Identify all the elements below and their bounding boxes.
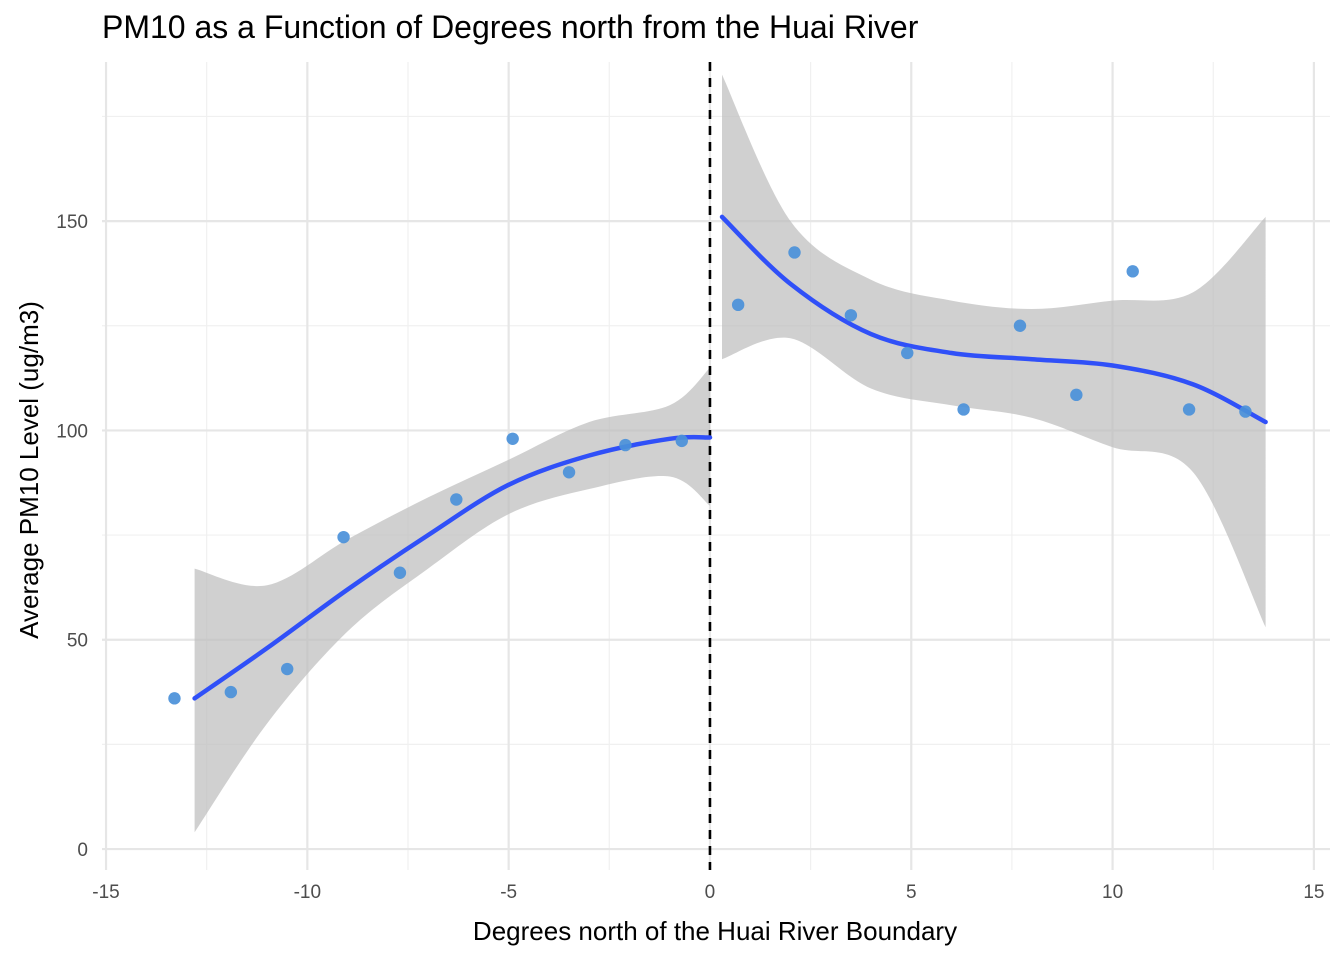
y-tick-label: 150 <box>56 212 88 233</box>
data-point <box>1239 405 1252 418</box>
right-confidence-ribbon <box>722 74 1266 628</box>
data-point <box>224 685 238 699</box>
data-point <box>844 309 858 322</box>
data-point <box>788 246 801 259</box>
y-tick-label: 50 <box>67 631 88 652</box>
data-point <box>337 530 350 544</box>
x-tick-label: 5 <box>906 882 917 903</box>
data-point <box>901 346 914 360</box>
left-fit-line <box>192 434 713 701</box>
x-axis-label: Degrees north of the Huai River Boundary <box>473 916 957 946</box>
data-point <box>1070 388 1083 402</box>
data-point <box>1182 403 1196 416</box>
x-tick-label: 10 <box>1102 882 1123 903</box>
data-point <box>450 493 463 506</box>
x-tick-label: -10 <box>294 882 321 903</box>
data-point <box>281 662 294 676</box>
data-point <box>168 692 181 705</box>
y-tick-label: 0 <box>77 840 88 861</box>
data-point <box>957 403 970 416</box>
grid <box>102 62 1330 870</box>
data-point <box>619 438 632 452</box>
right-fit-line <box>719 214 1268 425</box>
x-tick-label: 0 <box>705 882 716 903</box>
x-tick-label: 15 <box>1303 882 1324 903</box>
data-point <box>506 432 519 445</box>
data-point <box>1013 319 1027 332</box>
confidence-ribbons <box>194 74 1266 833</box>
y-tick-labels: 0 50 100 150 <box>56 212 88 861</box>
x-tick-labels: -15 -10 -5 0 5 10 15 <box>92 882 1324 903</box>
x-tick-label: -15 <box>92 882 119 903</box>
chart-title: PM10 as a Function of Degrees north from… <box>102 9 919 45</box>
fit-lines <box>192 214 1268 701</box>
y-tick-label: 100 <box>56 421 88 442</box>
data-point <box>393 566 407 579</box>
data-points <box>168 246 1252 705</box>
data-point <box>675 434 688 448</box>
data-point <box>562 466 576 479</box>
y-axis-label: Average PM10 Level (ug/m3) <box>14 301 44 639</box>
x-tick-label: -5 <box>500 882 517 903</box>
data-point <box>731 298 745 312</box>
left-confidence-ribbon <box>194 367 711 833</box>
data-point <box>1126 265 1139 278</box>
